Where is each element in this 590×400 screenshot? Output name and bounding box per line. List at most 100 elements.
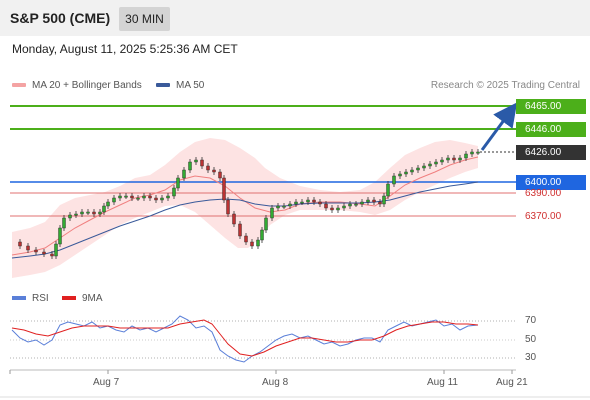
candle-body [154, 197, 158, 201]
candle-body [452, 157, 456, 161]
candle-body [260, 229, 264, 241]
rsi-legend-rsi: RSI [12, 293, 49, 304]
research-credit: Research © 2025 Trading Central [430, 80, 580, 91]
candle-body [324, 203, 328, 209]
candle-body [26, 245, 30, 251]
rsi-swatch [12, 296, 26, 301]
ma20-line [11, 156, 479, 256]
candle-body [200, 159, 204, 167]
last-price-label: 6426.00 [516, 145, 586, 160]
candle-body [250, 241, 254, 247]
rsi-ma-swatch [62, 296, 76, 301]
ma20-swatch [12, 83, 26, 88]
candle-body [330, 207, 334, 211]
candle-body [404, 171, 408, 175]
candle-body [386, 183, 390, 197]
candle-body [256, 239, 260, 247]
candlestick-series [18, 149, 480, 259]
candle-body [282, 205, 286, 208]
candle-body [270, 207, 274, 219]
candle-body [446, 157, 450, 161]
candle-body [92, 211, 96, 215]
candle-body [464, 153, 468, 159]
candle-body [142, 195, 146, 199]
candle-body [336, 207, 340, 211]
candle-body [434, 161, 438, 165]
candle-body [74, 213, 78, 216]
candle-body [112, 197, 116, 203]
candle-body [18, 241, 22, 247]
candle-body [212, 169, 216, 173]
candle-body [124, 195, 128, 198]
bollinger-band-area [12, 138, 478, 278]
candle-body [172, 187, 176, 197]
candle-body [160, 197, 164, 201]
candle-body [130, 195, 134, 199]
candle-body [392, 175, 396, 185]
x-label-aug8: Aug 8 [262, 377, 289, 388]
x-label-aug21: Aug 21 [496, 377, 528, 388]
candle-body [372, 199, 376, 203]
rsi-legend-ma: 9MA [62, 293, 103, 304]
candle-body [98, 211, 102, 215]
candle-body [294, 201, 298, 205]
candle-body [476, 151, 480, 154]
candle-body [58, 227, 62, 245]
candle-body [348, 203, 352, 207]
candle-body [206, 165, 210, 171]
x-label-aug11: Aug 11 [427, 377, 458, 388]
candle-body [182, 169, 186, 179]
candle-body [62, 217, 66, 229]
candle-body [428, 163, 432, 167]
candle-body [360, 201, 364, 205]
ma50-swatch [156, 83, 170, 88]
candle-body [398, 173, 402, 177]
legend-ma50: MA 50 [156, 80, 204, 91]
candle-body [378, 201, 382, 205]
candle-body [318, 201, 322, 205]
candle-body [106, 201, 110, 207]
candle-body [226, 199, 230, 215]
candle-body [470, 151, 474, 155]
target2-label: 6465.00 [516, 99, 586, 114]
rsi-tick-50: 50 [525, 334, 537, 345]
rsi-label: RSI [32, 293, 49, 304]
candle-body [366, 199, 370, 203]
rsi-line [11, 315, 479, 363]
ma50-label: MA 50 [176, 80, 205, 91]
candle-body [422, 165, 426, 169]
candle-body [312, 199, 316, 203]
candle-body [238, 223, 242, 237]
candle-body [176, 177, 180, 189]
candle-body [194, 159, 198, 163]
candle-body [288, 203, 292, 207]
candle-body [118, 195, 122, 199]
candle-body [382, 195, 386, 205]
candle-body [244, 235, 248, 243]
support2-label: 6370.00 [525, 211, 562, 222]
candle-body [166, 195, 170, 199]
instrument-title: S&P 500 (CME) [10, 10, 111, 26]
timeframe-button[interactable]: 30 MIN [119, 7, 170, 31]
candle-body [354, 203, 358, 206]
projection-arrow [480, 102, 518, 151]
candle-body [188, 161, 192, 171]
pivot-label: 6400.00 [516, 175, 586, 190]
candle-body [136, 197, 140, 200]
candle-body [410, 169, 414, 173]
candle-body [232, 213, 236, 225]
ma20-label: MA 20 + Bollinger Bands [32, 80, 142, 91]
x-label-aug7: Aug 7 [93, 377, 120, 388]
candle-body [264, 217, 268, 231]
target1-label: 6446.00 [516, 122, 586, 137]
support1-label: 6390.00 [525, 188, 562, 199]
candle-body [458, 157, 462, 161]
rsi-tick-70: 70 [525, 315, 537, 326]
header-bar: S&P 500 (CME) 30 MIN [0, 0, 590, 36]
rsi-tick-30: 30 [525, 352, 537, 363]
candle-body [222, 177, 226, 201]
rsi-ma-line [11, 319, 479, 357]
candle-body [218, 171, 222, 179]
candle-body [102, 205, 106, 213]
